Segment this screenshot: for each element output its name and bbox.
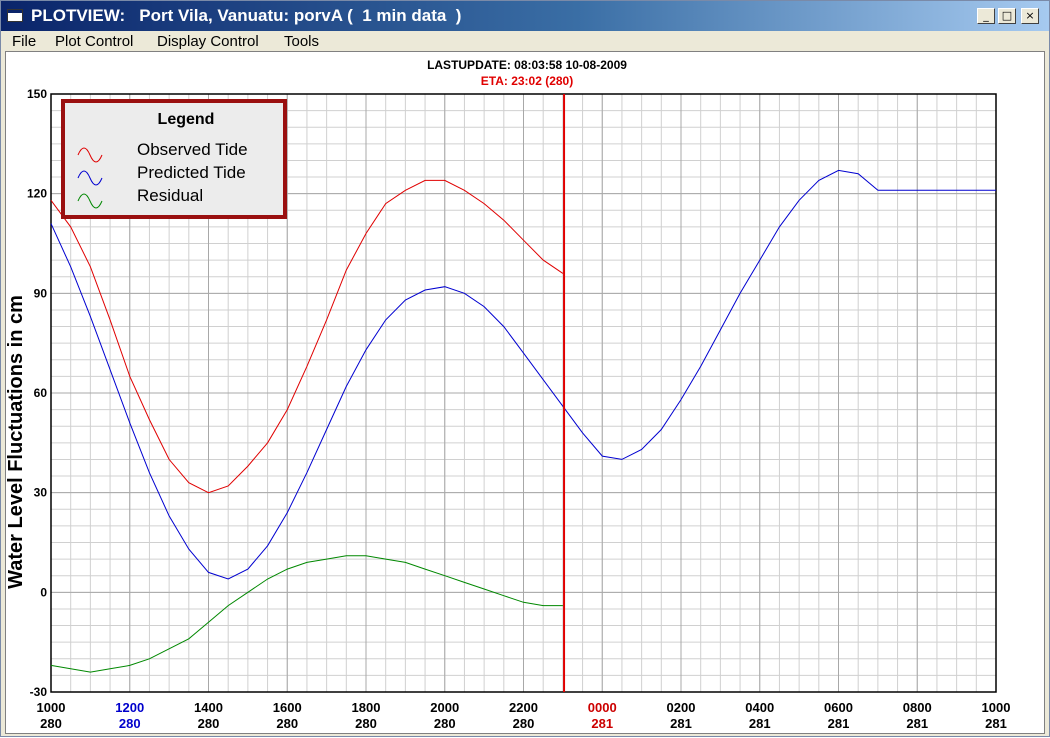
legend-title: Legend [158, 111, 215, 128]
y-tick-label: 60 [34, 386, 48, 400]
series-layer [50, 169, 996, 673]
y-tick-label: -30 [30, 685, 48, 699]
x-tick-time: 1800 [352, 700, 381, 715]
x-tick-day: 281 [670, 716, 692, 731]
series-line-1 [50, 169, 996, 580]
minimize-button[interactable]: _ [977, 8, 995, 24]
series-line-0 [50, 179, 564, 494]
plot-frame [50, 93, 997, 693]
menu-bar: File Plot Control Display Control Tools [1, 31, 1049, 51]
series-line-2 [50, 555, 563, 673]
x-tick-time: 2200 [509, 700, 538, 715]
x-tick-day: 281 [749, 716, 771, 731]
eta-label: ETA: 23:02 (280) [481, 74, 573, 88]
legend-item-predicted: Predicted Tide [137, 163, 246, 182]
x-tick-time: 0200 [667, 700, 696, 715]
y-tick-labels: 150 120 90 60 30 0 -30 [27, 87, 47, 699]
menu-file[interactable]: File [12, 33, 37, 50]
plot-area: LASTUPDATE: 08:03:58 10-08-2009 ETA: 23:… [5, 51, 1045, 734]
x-tick-day: 281 [906, 716, 928, 731]
y-tick-label: 150 [27, 87, 47, 101]
x-tick-time: 1000 [37, 700, 66, 715]
x-tick-labels: 1000280120028014002801600280180028020002… [37, 700, 1011, 731]
menu-tools[interactable]: Tools [284, 33, 320, 50]
y-tick-label: 30 [34, 486, 48, 500]
y-tick-label: 120 [27, 187, 47, 201]
x-tick-day: 281 [591, 716, 613, 731]
x-tick-day: 280 [40, 716, 62, 731]
x-tick-time: 1600 [273, 700, 302, 715]
y-axis-label: Water Level Fluctuations in cm [6, 295, 27, 589]
legend-swatch-residual [77, 193, 103, 209]
title-bar[interactable]: PLOTVIEW: Port Vila, Vanuatu: porvA ( 1 … [1, 1, 1049, 31]
maximize-button[interactable]: □ [998, 8, 1016, 24]
x-tick-day: 280 [355, 716, 377, 731]
y-tick-label: 90 [34, 286, 48, 300]
x-tick-time: 0800 [903, 700, 932, 715]
x-tick-time: 0000 [588, 700, 617, 715]
tide-chart[interactable]: LASTUPDATE: 08:03:58 10-08-2009 ETA: 23:… [5, 52, 1044, 733]
app-window-icon[interactable] [7, 9, 23, 22]
x-tick-day: 281 [828, 716, 850, 731]
menu-display-control[interactable]: Display Control [157, 33, 259, 50]
x-tick-day: 280 [119, 716, 141, 731]
x-tick-time: 1000 [982, 700, 1011, 715]
legend-item-residual: Residual [137, 186, 203, 205]
last-update-label: LASTUPDATE: 08:03:58 10-08-2009 [427, 58, 627, 72]
legend-box[interactable]: Legend Observed Tide Predicted Tide Resi… [61, 99, 287, 219]
x-tick-day: 281 [985, 716, 1007, 731]
window-title: PLOTVIEW: Port Vila, Vanuatu: porvA ( 1 … [31, 6, 462, 25]
close-button[interactable]: × [1021, 8, 1039, 24]
x-tick-time: 2000 [430, 700, 459, 715]
y-tick-label: 0 [40, 585, 47, 599]
menu-plot-control[interactable]: Plot Control [55, 33, 134, 50]
x-tick-time: 0600 [824, 700, 853, 715]
x-tick-day: 280 [276, 716, 298, 731]
x-tick-day: 280 [434, 716, 456, 731]
legend-swatch-observed [77, 147, 103, 163]
x-tick-time: 0400 [745, 700, 774, 715]
x-tick-time: 1400 [194, 700, 223, 715]
x-tick-day: 280 [198, 716, 220, 731]
x-tick-time: 1200 [115, 700, 144, 715]
x-tick-day: 280 [513, 716, 535, 731]
legend-swatch-predicted [77, 170, 103, 186]
legend-item-observed: Observed Tide [137, 140, 248, 159]
